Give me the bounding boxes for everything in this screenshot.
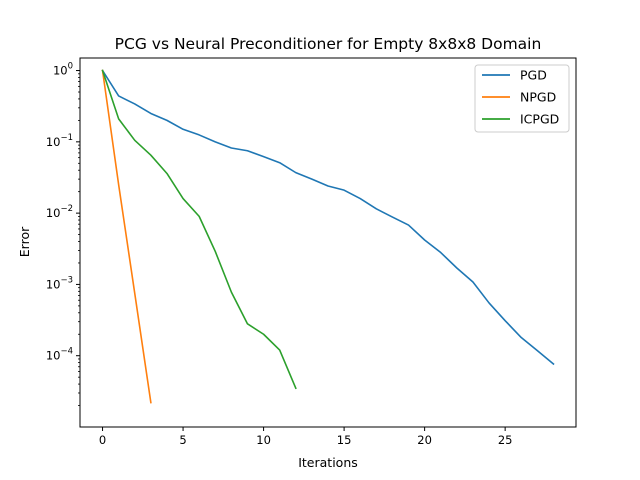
legend-box (474, 64, 570, 133)
x-axis-label: Iterations (298, 455, 358, 470)
y-axis-label: Error (17, 226, 32, 257)
y-tick-label: 10−3 (46, 275, 73, 291)
x-tick-label: 0 (99, 433, 106, 447)
y-tick-label: 100 (53, 62, 73, 78)
plot-area (101, 69, 555, 404)
legend-label-pgd: PGD (520, 68, 547, 83)
chart-title: PCG vs Neural Preconditioner for Empty 8… (115, 35, 542, 53)
series-line-icpgd (101, 69, 297, 390)
legend-label-npgd: NPGD (520, 90, 556, 105)
x-tick-label: 25 (498, 433, 513, 447)
y-tick-label: 10−2 (46, 204, 73, 220)
legend: PGD NPGD ICPGD (474, 64, 570, 133)
x-tick-label: 20 (417, 433, 432, 447)
legend-label-icpgd: ICPGD (520, 112, 559, 127)
y-tick-label: 10−4 (46, 347, 73, 363)
x-tick-label: 10 (256, 433, 271, 447)
x-tick-label: 15 (337, 433, 352, 447)
x-tick-label: 5 (179, 433, 186, 447)
plot-frame (79, 57, 577, 428)
series-line-pgd (101, 69, 555, 366)
y-tick-label: 10−1 (46, 133, 73, 149)
series-line-npgd (101, 69, 152, 404)
